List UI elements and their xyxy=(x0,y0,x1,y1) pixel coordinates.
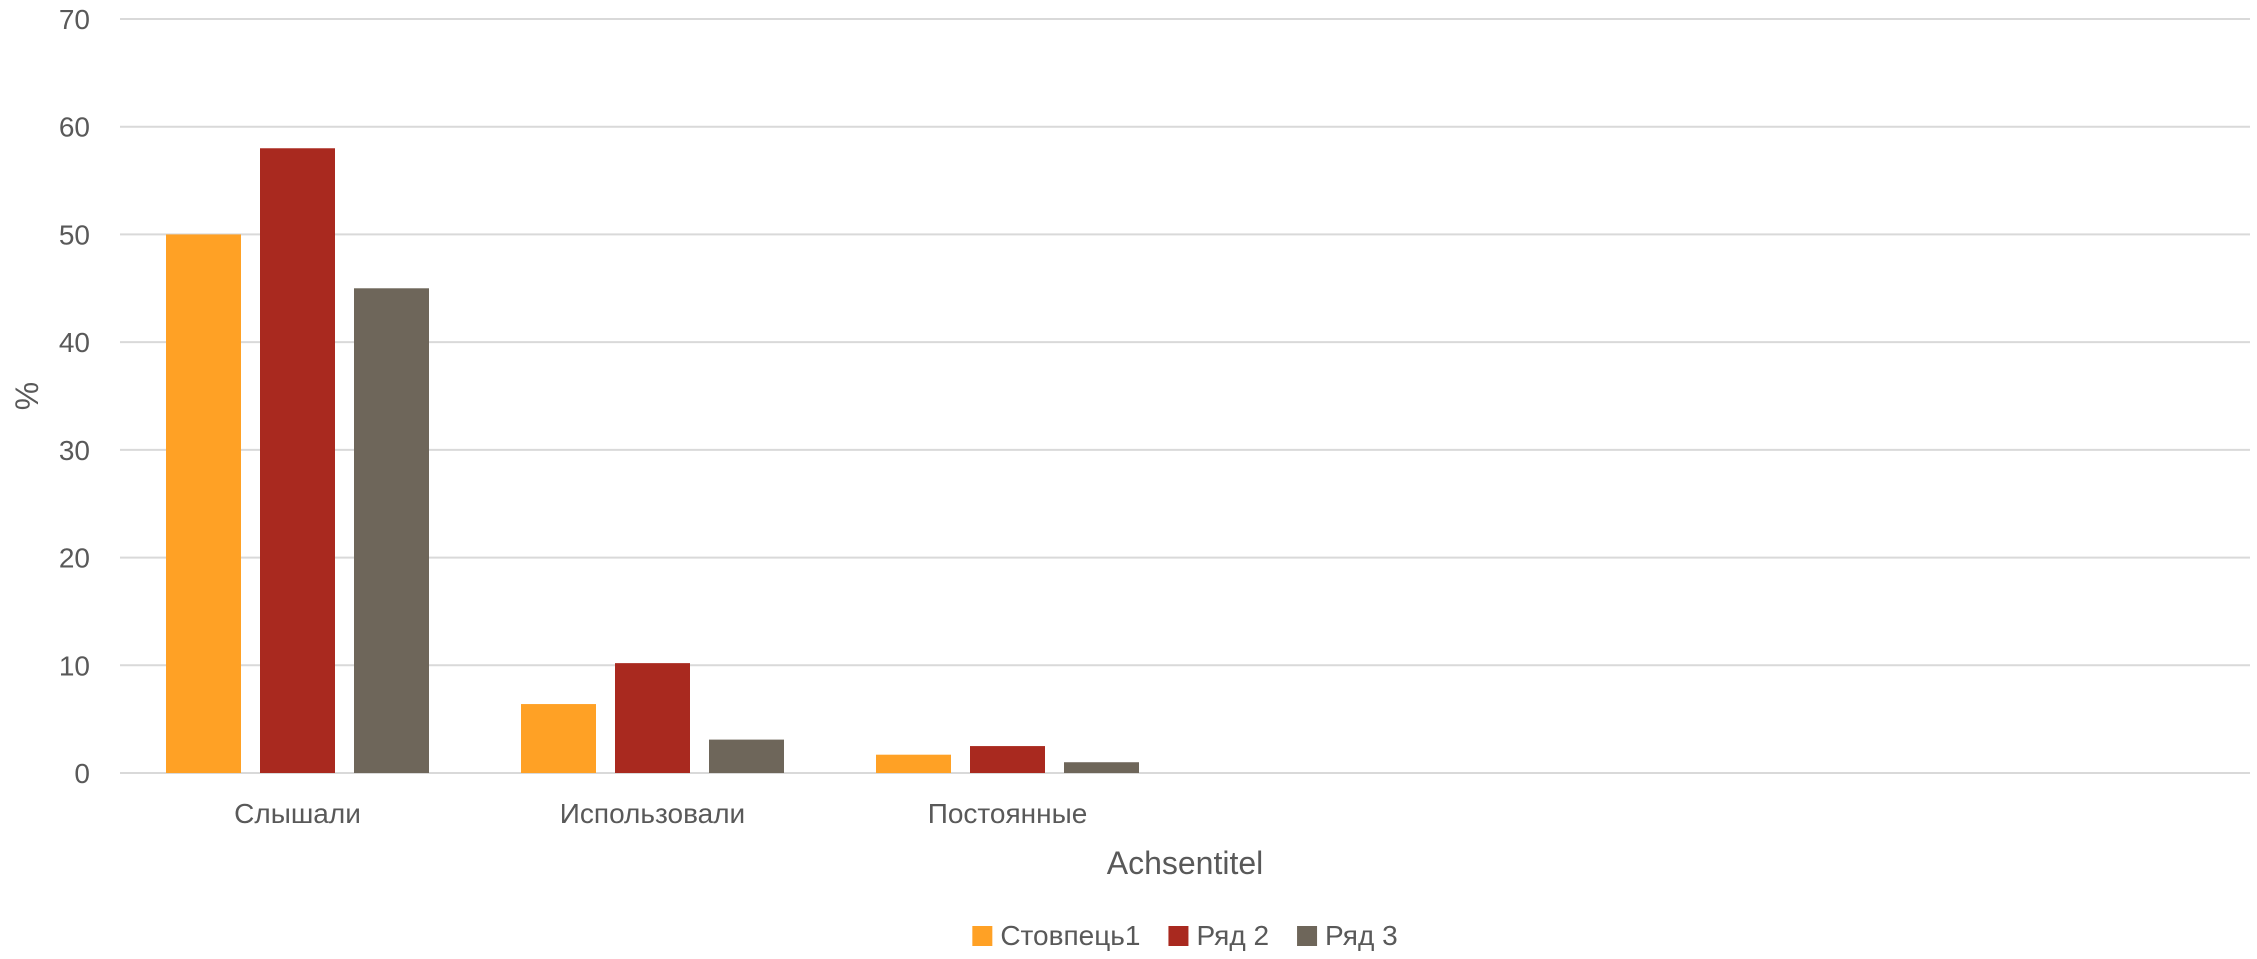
bar xyxy=(1064,762,1139,773)
x-axis-title: Achsentitel xyxy=(1107,845,1264,881)
y-tick-label: 0 xyxy=(74,758,90,789)
x-tick-label: Использовали xyxy=(560,798,745,829)
y-axis-ticks: 0 10 20 30 40 50 60 70 xyxy=(59,4,90,789)
legend-label: Ряд 2 xyxy=(1196,920,1269,951)
y-tick-label: 10 xyxy=(59,650,90,681)
y-tick-label: 60 xyxy=(59,112,90,143)
legend: Стовпець1 Ряд 2 Ряд 3 xyxy=(972,920,1398,951)
bars xyxy=(166,148,1139,773)
bar xyxy=(521,704,596,773)
bar xyxy=(709,739,784,773)
gridlines xyxy=(120,18,2250,774)
legend-label: Ряд 3 xyxy=(1325,920,1398,951)
y-tick-label: 20 xyxy=(59,543,90,574)
x-tick-label: Постоянные xyxy=(928,798,1088,829)
bar xyxy=(354,288,429,773)
x-axis-ticks: Слышали Использовали Постоянные xyxy=(234,798,1087,829)
bar xyxy=(970,746,1045,773)
x-tick-label: Слышали xyxy=(234,798,361,829)
legend-swatch xyxy=(1168,926,1189,946)
bar xyxy=(615,663,690,773)
legend-label: Стовпець1 xyxy=(1000,920,1140,951)
y-tick-label: 40 xyxy=(59,327,90,358)
y-tick-label: 50 xyxy=(59,219,90,250)
bar xyxy=(876,754,951,773)
y-tick-label: 30 xyxy=(59,435,90,466)
y-axis-title: % xyxy=(9,382,45,410)
bar xyxy=(166,234,241,773)
legend-swatch xyxy=(972,926,993,946)
y-tick-label: 70 xyxy=(59,4,90,35)
bar xyxy=(260,148,335,773)
legend-swatch xyxy=(1297,926,1318,946)
